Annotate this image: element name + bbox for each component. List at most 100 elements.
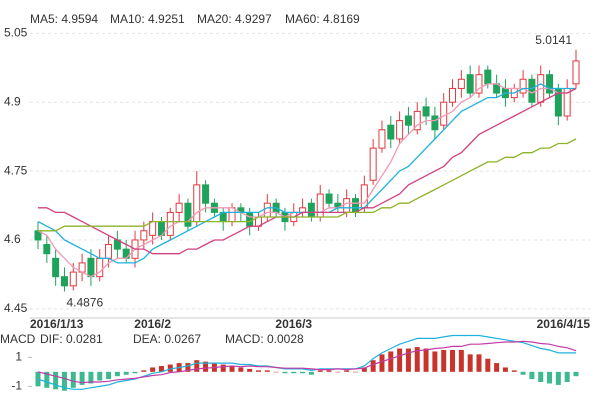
candle-body [307, 202, 315, 218]
macd-bar [70, 371, 76, 388]
macd-bar [88, 371, 94, 384]
candle-body [440, 101, 448, 126]
macd-bar [564, 371, 570, 382]
macd-bar [538, 371, 544, 382]
low-annotation: 4.4876 [66, 296, 103, 310]
macd-bar [308, 371, 314, 375]
ma-line [38, 138, 577, 232]
candle-body [449, 87, 457, 103]
candle-body [457, 78, 465, 89]
macd-bar [141, 370, 147, 372]
macd-bar [238, 367, 244, 372]
candle-body [422, 106, 430, 117]
legend-label: MA60: 4.8169 [285, 12, 360, 26]
candle-body [184, 202, 192, 227]
candle-body [228, 207, 236, 223]
candle-body [52, 257, 60, 278]
candle-body [360, 184, 368, 209]
macd-bar [132, 371, 138, 374]
macd-bar [35, 371, 41, 387]
macd-bar [61, 371, 67, 391]
candle-body [404, 115, 412, 126]
macd-bar [247, 368, 253, 372]
candle-body [96, 257, 104, 278]
candle-body [69, 271, 77, 287]
macd-bar [194, 360, 200, 372]
macd-bar [511, 370, 517, 372]
legend-label: DIF: 0.0281 [40, 332, 103, 346]
macd-bar [150, 367, 156, 372]
x-tick-label: 2016/4/15 [537, 317, 591, 331]
candle-body [466, 74, 474, 94]
macd-bar [361, 367, 367, 372]
macd-bar [255, 370, 261, 372]
candle-body [140, 230, 148, 241]
candle-body [202, 184, 210, 204]
macd-bar [300, 371, 306, 374]
y-tick-label: 1 [15, 349, 22, 363]
candle-body [60, 276, 68, 287]
macd-bar [573, 371, 579, 377]
macd-bar [106, 371, 112, 380]
macd-bar [529, 371, 535, 380]
candle-body [43, 244, 51, 255]
candle-body [378, 129, 386, 149]
y-tick-label: 4.45 [4, 301, 28, 315]
macd-bar [264, 370, 270, 372]
macd-bar [273, 371, 279, 373]
macd-bar [450, 350, 456, 372]
candle-body [166, 211, 174, 236]
macd-bar [414, 347, 420, 372]
y-tick-label: 4.9 [4, 94, 21, 108]
candle-body [528, 78, 536, 103]
macd-bar [494, 363, 500, 372]
macd-bar [370, 360, 376, 372]
macd-bar [423, 348, 429, 372]
candle-body [175, 202, 183, 213]
candle-body [396, 120, 404, 140]
macd-line [37, 340, 577, 384]
macd-bar [282, 371, 288, 374]
high-annotation: 5.0141 [535, 33, 572, 47]
macd-bar [485, 358, 491, 372]
macd-bar [317, 370, 323, 372]
macd-bar [353, 371, 359, 373]
x-tick-label: 2016/1/13 [30, 317, 84, 331]
candle-body [87, 257, 95, 278]
macd-bar [291, 371, 297, 374]
macd-bar [476, 354, 482, 372]
y-tick-label: 4.6 [4, 232, 21, 246]
macd-bar [114, 371, 120, 377]
candle-body [343, 198, 351, 213]
macd-bar [432, 351, 438, 372]
y-tick-label: 4.75 [4, 163, 28, 177]
macd-line [37, 334, 576, 390]
legend-label: DEA: 0.0267 [133, 332, 201, 346]
macd-bar [335, 371, 341, 373]
macd-bar [441, 350, 447, 372]
legend-label: MA20: 4.9297 [197, 12, 272, 26]
candle-body [484, 69, 492, 85]
macd-bar [467, 354, 473, 372]
candle-body [149, 221, 157, 236]
candle-body [546, 74, 554, 94]
macd-bar [79, 371, 85, 385]
legend-label: MA10: 4.9251 [110, 12, 185, 26]
macd-bar [379, 354, 385, 372]
macd-bar [458, 350, 464, 372]
ma-line [38, 87, 577, 255]
legend-label: MACD: 0.0028 [225, 332, 304, 346]
macd-bar [185, 363, 191, 372]
macd-bar [326, 370, 332, 372]
macd-bar [158, 366, 164, 372]
candle-body [572, 60, 580, 85]
macd-bar [502, 367, 508, 372]
candle-body [387, 124, 395, 140]
candle-body [431, 115, 439, 131]
candle-body [105, 244, 113, 259]
candle-body [519, 78, 527, 94]
macd-bar [97, 371, 103, 381]
candle-body [413, 110, 421, 131]
